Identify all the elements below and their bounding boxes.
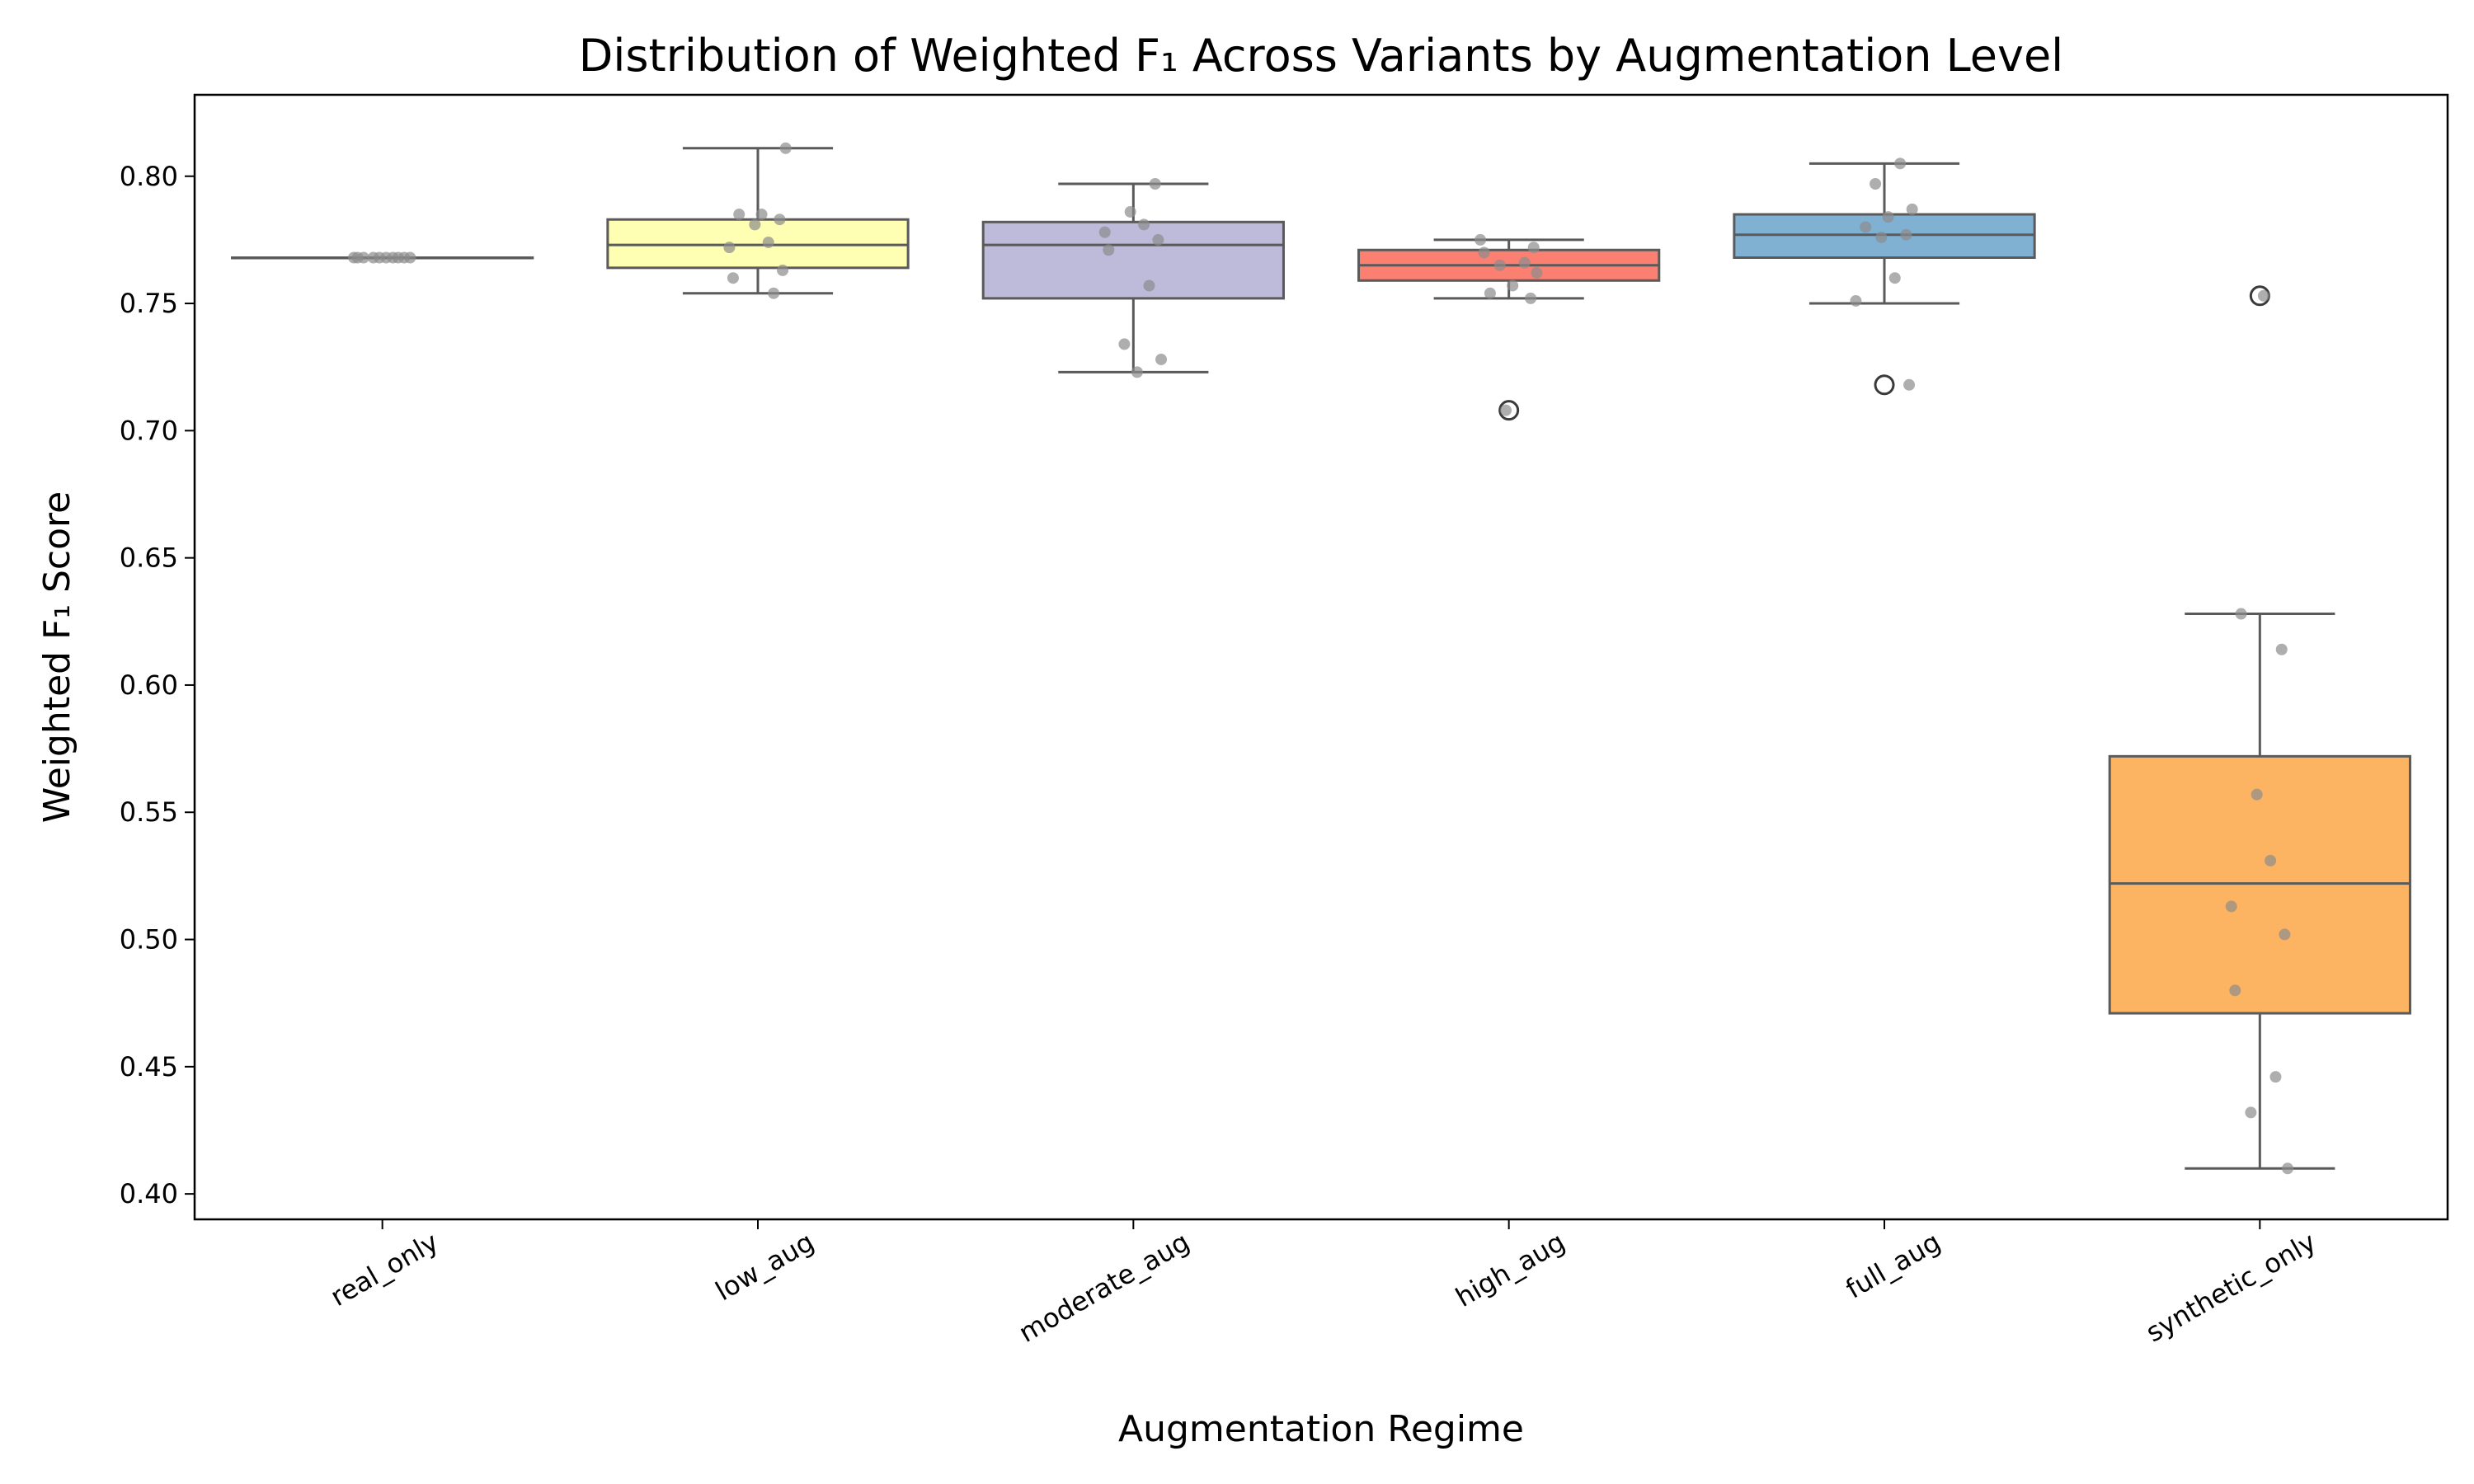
data-point [1507, 279, 1519, 292]
x-axis-title: Augmentation Regime [1118, 1408, 1524, 1450]
box-iqr [981, 220, 1285, 300]
data-point [2275, 643, 2288, 655]
data-point [348, 251, 360, 264]
data-point [1143, 279, 1155, 292]
data-point [2245, 1106, 2257, 1119]
data-point [1138, 218, 1150, 231]
data-point [2282, 1162, 2294, 1175]
data-point [1149, 178, 1161, 190]
data-point [779, 142, 792, 154]
y-tick-label: 0.70 [120, 415, 178, 446]
data-point [2269, 1071, 2282, 1083]
outlier-marker [1874, 374, 1895, 396]
data-point [1903, 378, 1916, 391]
data-point [1870, 178, 1882, 190]
y-tick-label: 0.45 [120, 1051, 178, 1082]
data-point [1875, 231, 1888, 243]
data-point [723, 242, 736, 254]
data-point [733, 209, 745, 221]
chart-title: Distribution of Weighted F₁ Across Varia… [579, 30, 2063, 82]
data-point [1900, 228, 1912, 241]
plot-frame [193, 93, 2449, 1221]
y-tick-label: 0.55 [120, 796, 178, 828]
y-tick-label: 0.75 [120, 288, 178, 319]
data-point [1131, 366, 1143, 378]
data-point [755, 209, 768, 221]
data-point [1118, 338, 1131, 350]
data-point [1906, 203, 1918, 215]
data-point [1894, 157, 1907, 170]
data-point [2235, 608, 2247, 620]
data-point [2225, 900, 2237, 913]
data-point [1152, 233, 1164, 246]
data-point [1124, 205, 1136, 218]
outlier-marker [1498, 400, 1520, 421]
data-point [1518, 256, 1531, 269]
data-point [1500, 404, 1512, 416]
data-point [398, 251, 411, 264]
data-point [1103, 244, 1115, 256]
data-point [387, 251, 399, 264]
y-tick-label: 0.65 [120, 542, 178, 574]
data-points [348, 142, 2294, 1175]
y-tick-label: 0.50 [120, 924, 178, 956]
data-point [1527, 242, 1540, 254]
data-point [774, 214, 786, 226]
box-moderate_aug [981, 182, 1285, 373]
data-point [727, 272, 739, 284]
data-point [1475, 233, 1487, 246]
data-point [1484, 287, 1496, 299]
data-point [1531, 267, 1543, 279]
y-tick-label: 0.60 [120, 669, 178, 701]
data-point [1155, 353, 1168, 365]
data-point [1860, 221, 1872, 233]
y-axis-title: Weighted F₁ Score [36, 491, 78, 823]
data-point [1850, 294, 1862, 307]
data-point [1882, 211, 1894, 223]
data-point [1493, 259, 1506, 271]
data-point [749, 218, 761, 231]
data-point [1525, 292, 1537, 304]
data-point [2265, 854, 2277, 866]
data-point [762, 236, 774, 248]
data-point [1888, 272, 1901, 284]
data-point [1098, 226, 1111, 238]
data-point [2251, 788, 2263, 801]
data-point [777, 264, 789, 276]
y-tick-label: 0.40 [120, 1178, 178, 1209]
data-point [2279, 928, 2291, 941]
box-high_aug [1357, 238, 1661, 421]
data-point [2257, 289, 2269, 302]
data-point [374, 251, 386, 264]
data-point [768, 287, 780, 299]
y-tick-label: 0.80 [120, 161, 178, 192]
data-point [2229, 984, 2241, 997]
data-point [357, 251, 369, 264]
data-point [1478, 247, 1490, 259]
y-ticks: 0.40 0.45 0.50 0.55 0.60 0.65 0.70 0.75 0.80 [120, 161, 195, 1209]
